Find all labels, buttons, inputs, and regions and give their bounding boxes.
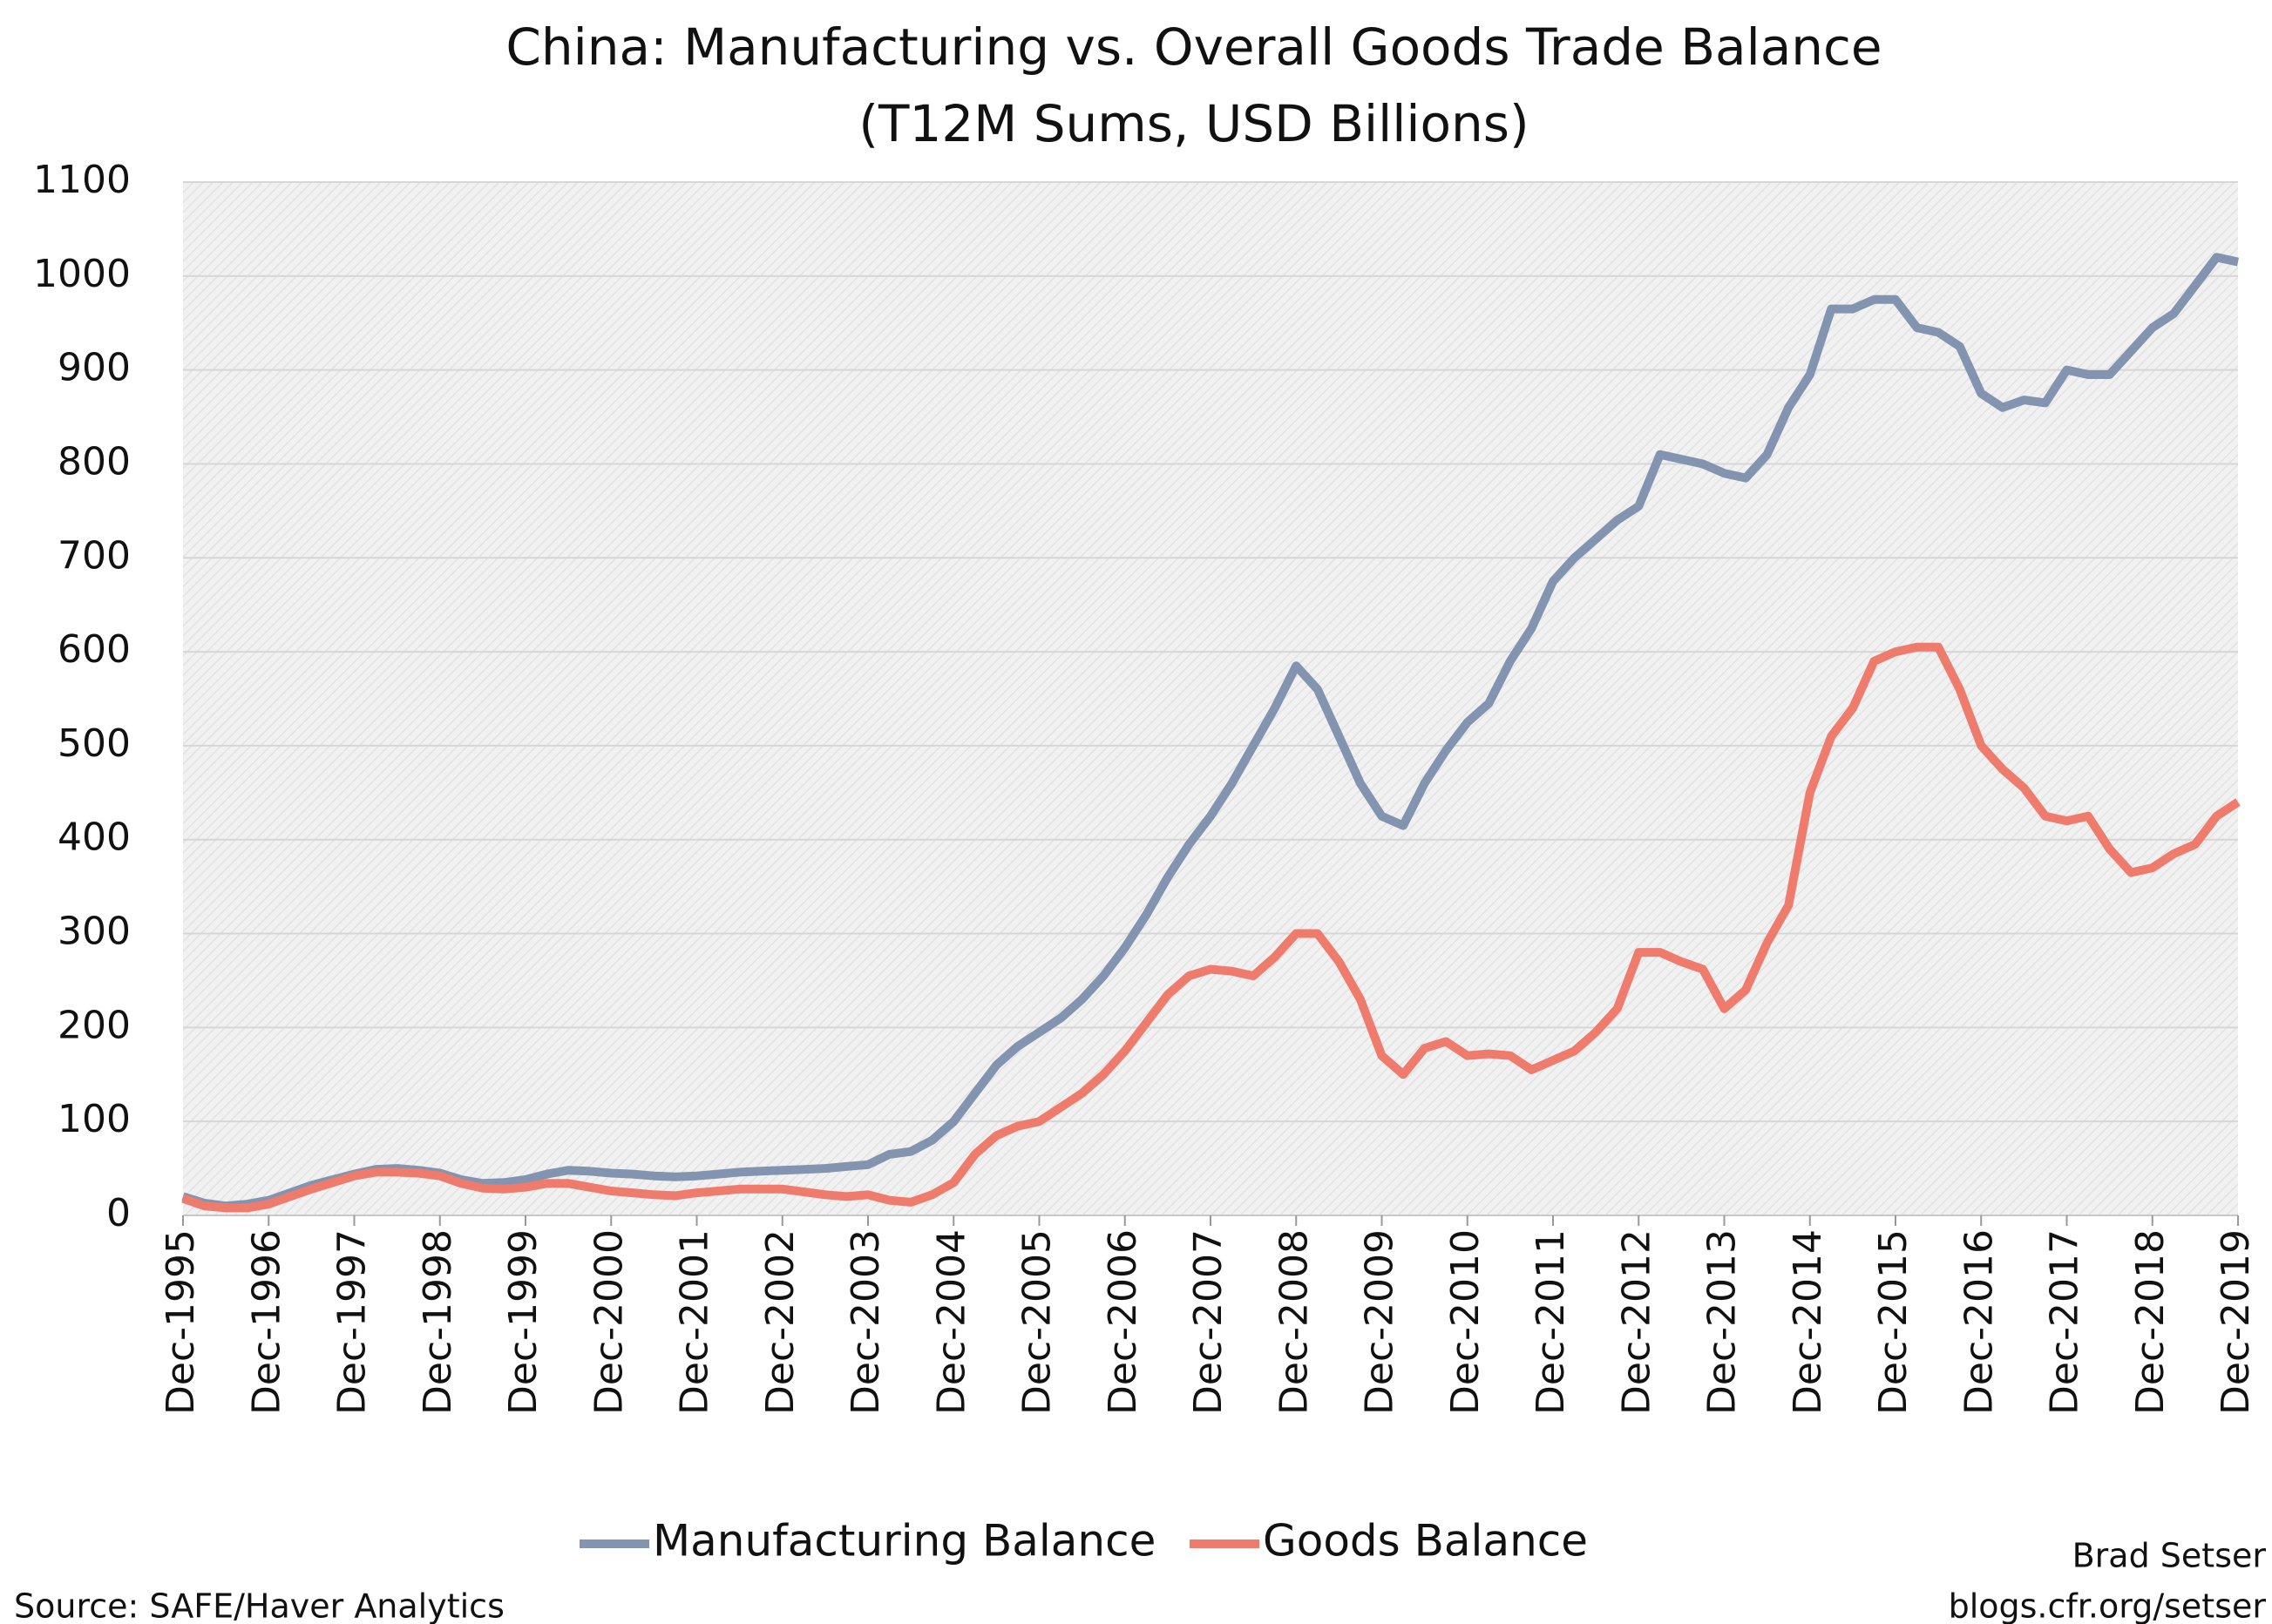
x-tick-label: Dec-2001: [673, 1229, 717, 1415]
x-tick-label: Dec-2002: [758, 1229, 803, 1415]
legend-label: Goods Balance: [1263, 1516, 1588, 1566]
y-tick-label: 0: [106, 1191, 131, 1235]
x-tick-label: Dec-2012: [1614, 1229, 1658, 1415]
x-tick-label: Dec-2014: [1786, 1229, 1830, 1415]
plot-area: [183, 182, 2238, 1215]
series-line: [181, 642, 2241, 1213]
x-tick-label: Dec-2005: [1015, 1229, 1060, 1415]
x-tick-label: Dec-2017: [2043, 1229, 2087, 1415]
x-tick-label: Dec-2010: [1443, 1229, 1488, 1415]
y-tick-label: 100: [58, 1097, 131, 1141]
y-tick-label: 1000: [33, 252, 131, 296]
x-tick-label: Dec-2015: [1871, 1229, 1916, 1415]
y-tick-label: 600: [58, 627, 131, 672]
x-tick-label: Dec-1997: [330, 1229, 375, 1415]
x-tick-label: Dec-2013: [1700, 1229, 1745, 1415]
y-tick-label: 500: [58, 721, 131, 766]
y-tick-label: 1100: [33, 158, 131, 202]
x-tick-label: Dec-1998: [416, 1229, 460, 1415]
x-tick-label: Dec-2016: [1957, 1229, 2001, 1415]
y-tick-label: 700: [58, 533, 131, 578]
chart-title: China: Manufacturing vs. Overall Goods T…: [505, 17, 1882, 77]
y-tick-label: 900: [58, 346, 131, 390]
author-note: Brad Setser: [2072, 1537, 2267, 1575]
x-tick-label: Dec-2009: [1358, 1229, 1402, 1415]
chart-subtitle: (T12M Sums, USD Billions): [858, 94, 1529, 153]
y-tick-label: 800: [58, 439, 131, 484]
y-tick-label: 400: [58, 815, 131, 860]
website-note: blogs.cfr.org/setser: [1949, 1587, 2267, 1624]
x-tick-label: Dec-2008: [1272, 1229, 1316, 1415]
y-tick-label: 200: [58, 1003, 131, 1047]
x-tick-label: Dec-2000: [587, 1229, 631, 1415]
x-tick-label: Dec-2007: [1186, 1229, 1231, 1415]
x-tick-label: Dec-2011: [1529, 1229, 1573, 1415]
x-tick-label: Dec-1996: [244, 1229, 288, 1415]
series-line: [181, 253, 2240, 1211]
x-tick-label: Dec-2018: [2128, 1229, 2173, 1415]
x-tick-label: Dec-2003: [844, 1229, 888, 1415]
x-tick-label: Dec-1999: [501, 1229, 546, 1415]
y-tick-label: 300: [58, 910, 131, 954]
legend-label: Manufacturing Balance: [653, 1516, 1156, 1566]
x-tick-label: Dec-1995: [159, 1229, 203, 1415]
x-tick-label: Dec-2004: [929, 1229, 973, 1415]
x-tick-label: Dec-2019: [2214, 1229, 2258, 1415]
x-tick-label: Dec-2006: [1101, 1229, 1145, 1415]
source-note: Source: SAFE/Haver Analytics: [14, 1587, 505, 1624]
